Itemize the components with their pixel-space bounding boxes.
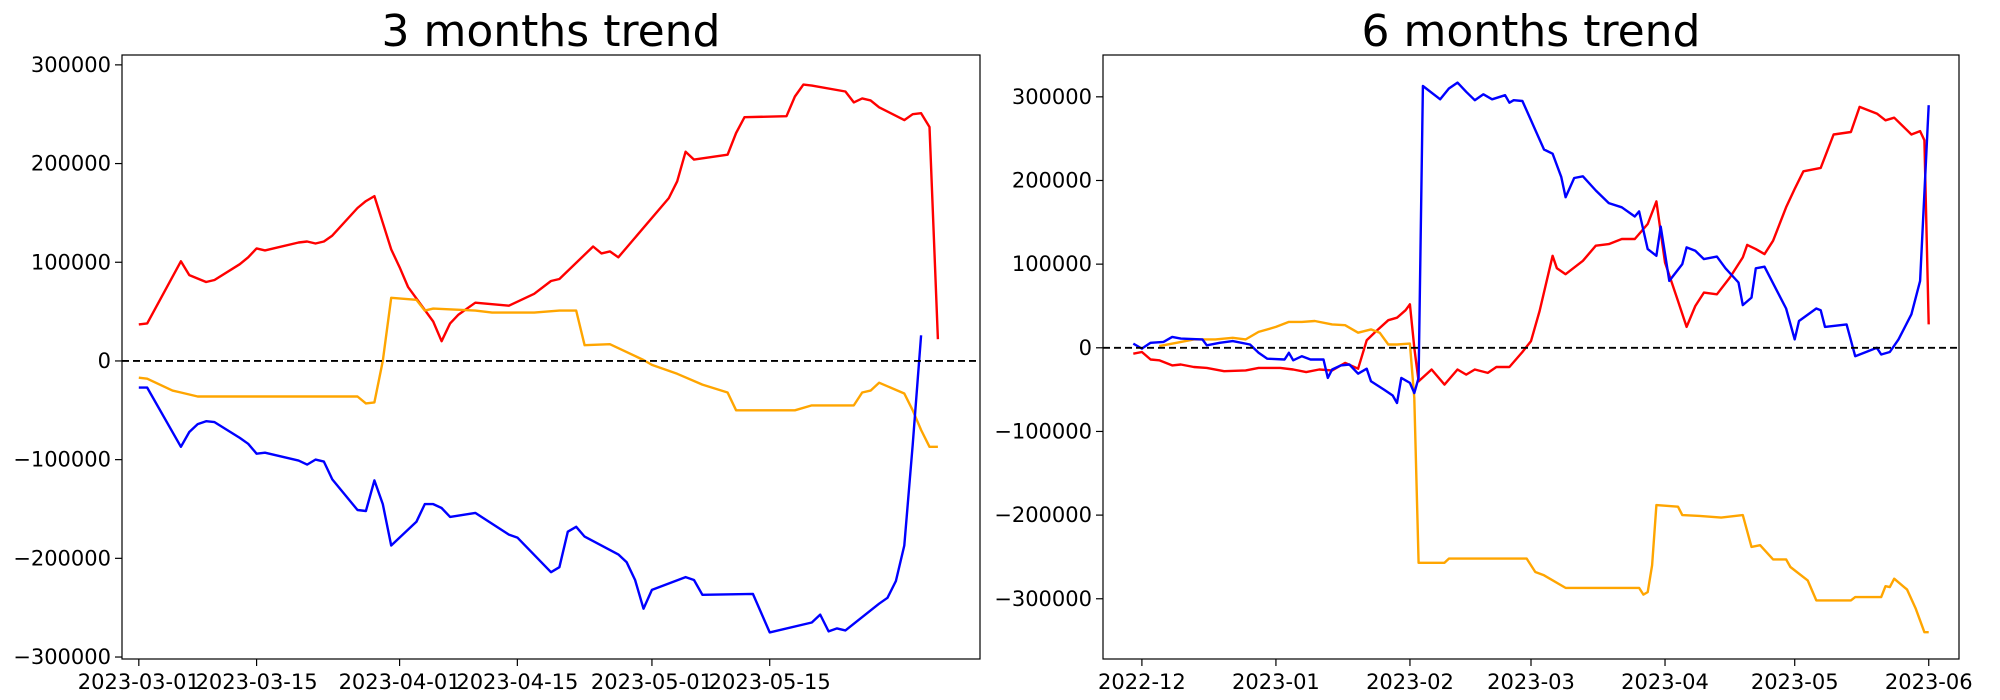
series-line-0 <box>1133 105 1930 386</box>
y-tick-label: 200000 <box>31 152 111 176</box>
series-line-2 <box>1132 81 1930 405</box>
x-tick-label: 2023-03 <box>1487 670 1575 694</box>
y-tick-label: 100000 <box>1012 252 1092 276</box>
y-tick-label: 0 <box>1079 336 1092 360</box>
x-tick-label: 2023-06 <box>1885 670 1973 694</box>
y-tick-label: 300000 <box>1012 85 1092 109</box>
y-tick-label: 200000 <box>1012 168 1092 192</box>
x-tick-label: 2023-03-01 <box>78 670 200 694</box>
series-line-1 <box>138 296 938 448</box>
y-tick-label: −300000 <box>994 587 1092 611</box>
y-tick-label: 0 <box>98 349 111 373</box>
y-tick-label: −200000 <box>13 546 111 570</box>
y-tick-label: 100000 <box>31 250 111 274</box>
x-tick-label: 2023-04-15 <box>456 670 578 694</box>
x-tick-label: 2023-02 <box>1366 670 1454 694</box>
x-tick-label: 2022-12 <box>1098 670 1186 694</box>
y-tick-label: −100000 <box>13 448 111 472</box>
y-tick-label: −300000 <box>13 645 111 669</box>
chart-6-months: 6 months trend 2022-12 2023-01 2023-02 2023… <box>994 6 1972 694</box>
y-tick-label: −100000 <box>994 419 1092 443</box>
chart-title: 6 months trend <box>1362 6 1701 57</box>
y-tick-label: 300000 <box>31 53 111 77</box>
x-tick-label: 2023-04-01 <box>339 670 461 694</box>
plot-frame <box>121 54 981 660</box>
series-line-2 <box>138 335 923 634</box>
x-tick-label: 2023-01 <box>1232 670 1320 694</box>
y-tick-label: −200000 <box>994 503 1092 527</box>
x-tick-label: 2023-04 <box>1621 670 1709 694</box>
chart-title: 3 months trend <box>382 6 721 57</box>
series-line-1 <box>1158 319 1929 634</box>
series-line-0 <box>138 83 940 343</box>
x-tick-label: 2023-05 <box>1751 670 1839 694</box>
x-tick-label: 2023-03-15 <box>196 670 318 694</box>
x-tick-label: 2023-05-01 <box>591 670 713 694</box>
x-tick-label: 2023-05-15 <box>709 670 831 694</box>
plot-frame <box>1102 54 1960 660</box>
